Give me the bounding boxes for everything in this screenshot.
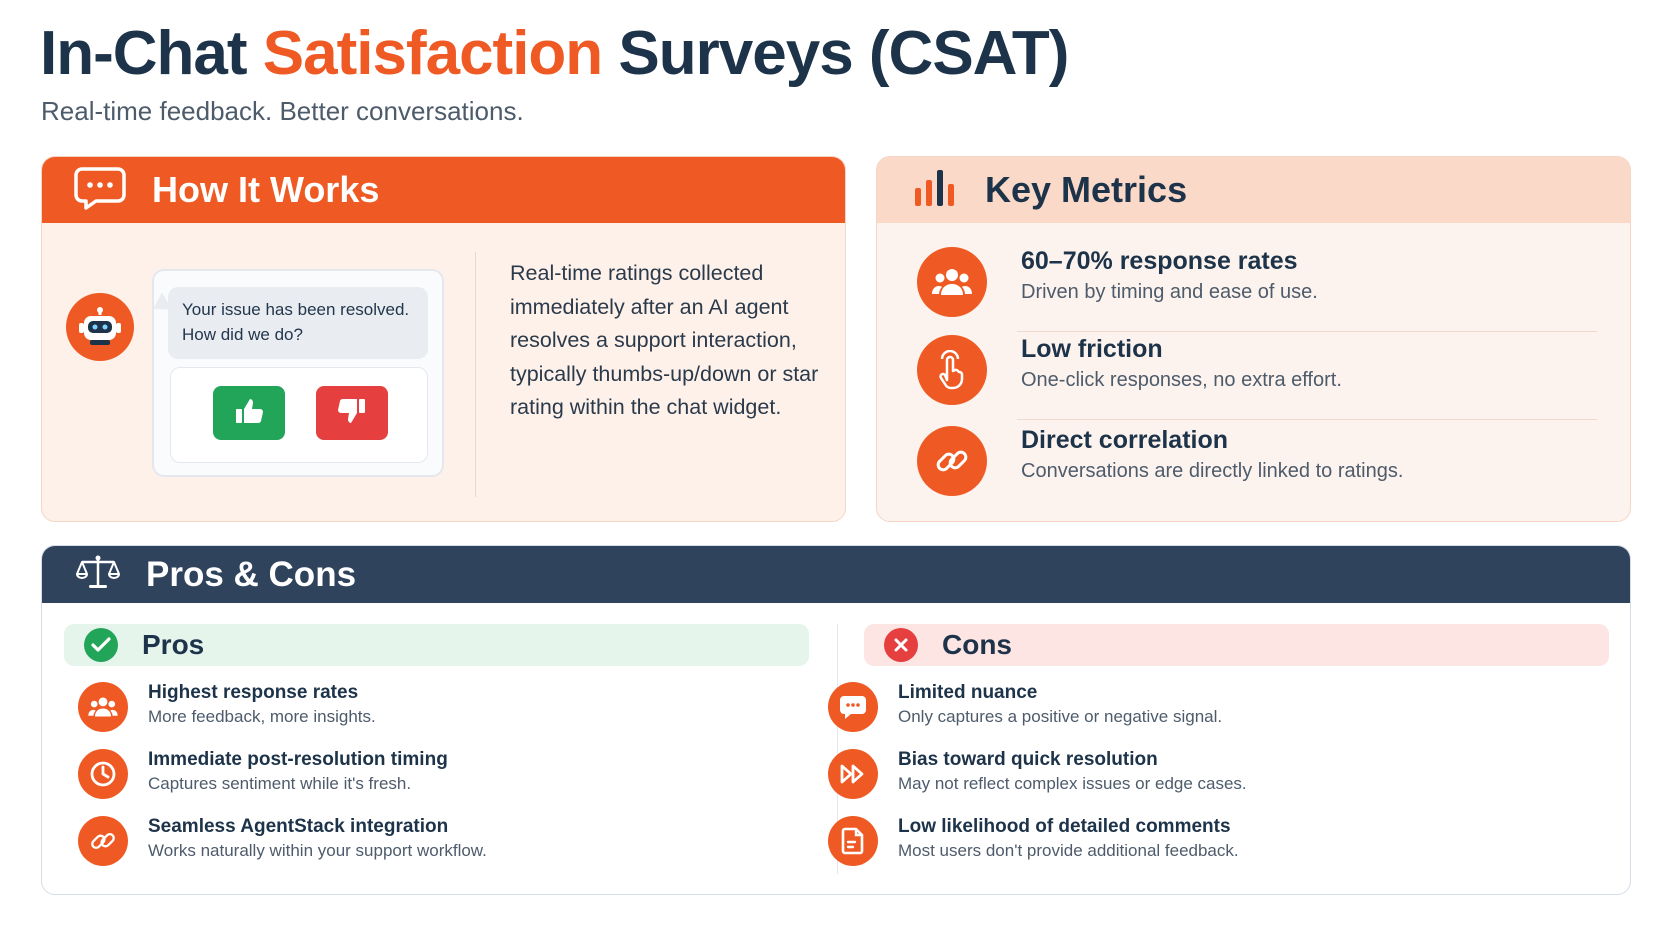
tap-hand-icon (917, 335, 987, 405)
pros-cons-title: Pros & Cons (146, 554, 357, 594)
how-it-works-header: How It Works (42, 157, 845, 223)
chat-message-bubble: Your issue has been resolved. How did we… (168, 287, 428, 359)
robot-avatar-icon (66, 293, 134, 361)
users-icon (917, 247, 987, 317)
pros-item-desc: Works naturally within your support work… (148, 841, 487, 860)
cons-item: Low likelihood of detailed comments Most… (828, 816, 1528, 876)
metric-desc: Conversations are directly linked to rat… (1021, 460, 1404, 482)
metric-title: 60–70% response rates (1021, 247, 1298, 275)
balance-scale-icon (76, 554, 120, 595)
metric-divider (1017, 419, 1597, 420)
key-metrics-card: Key Metrics 60–70% response rates Driven… (876, 156, 1631, 522)
metric-item: Low friction One-click responses, no ext… (917, 331, 1597, 421)
title-part2: Surveys (CSAT) (602, 19, 1069, 88)
how-it-works-card: How It Works Your issue has been resolve… (41, 156, 846, 522)
bar-chart-icon (913, 168, 957, 213)
cons-item-title: Bias toward quick resolution (898, 749, 1158, 770)
metric-item: 60–70% response rates Driven by timing a… (917, 243, 1597, 333)
page-title: In-Chat Satisfaction Surveys (CSAT) (40, 18, 1069, 89)
thumbs-down-icon (337, 397, 367, 430)
key-metrics-title: Key Metrics (985, 169, 1188, 210)
pros-cons-header: Pros & Cons (42, 546, 1630, 603)
cons-item-desc: Most users don't provide additional feed… (898, 841, 1239, 860)
pros-cons-card: Pros & Cons Pros Highest response rates … (41, 545, 1631, 895)
chat-bubble-icon (74, 166, 126, 215)
how-it-works-title: How It Works (152, 169, 380, 210)
fast-forward-icon (828, 749, 878, 799)
thumbs-up-icon (234, 397, 264, 430)
pros-item-title: Immediate post-resolution timing (148, 749, 448, 770)
key-metrics-header: Key Metrics (877, 157, 1630, 223)
title-part1: In-Chat (40, 19, 263, 88)
cons-item-title: Limited nuance (898, 682, 1038, 703)
pros-item-desc: Captures sentiment while it's fresh. (148, 774, 412, 793)
cons-item: Bias toward quick resolution May not ref… (828, 749, 1528, 809)
pros-item-desc: More feedback, more insights. (148, 707, 376, 726)
thumbs-down-button[interactable] (316, 386, 388, 440)
cons-item-title: Low likelihood of detailed comments (898, 816, 1231, 837)
link-icon (917, 426, 987, 496)
document-icon (828, 816, 878, 866)
pros-item-title: Seamless AgentStack integration (148, 816, 449, 837)
cons-header: Cons (864, 624, 1609, 666)
metric-desc: One-click responses, no extra effort. (1021, 369, 1342, 391)
cons-title: Cons (942, 629, 1012, 660)
pros-header: Pros (64, 624, 809, 666)
cons-item-desc: Only captures a positive or negative sig… (898, 707, 1223, 726)
thumbs-up-button[interactable] (213, 386, 285, 440)
pros-item: Seamless AgentStack integration Works na… (78, 816, 778, 876)
pros-item: Immediate post-resolution timing Capture… (78, 749, 778, 809)
metric-title: Direct correlation (1021, 426, 1229, 454)
how-divider (475, 252, 476, 497)
chat-icon (828, 682, 878, 732)
pros-item: Highest response rates More feedback, mo… (78, 682, 778, 742)
metric-title: Low friction (1021, 335, 1163, 363)
clock-icon (78, 749, 128, 799)
cons-item-desc: May not reflect complex issues or edge c… (898, 774, 1247, 793)
how-it-works-description: Real-time ratings collected immediately … (510, 261, 819, 419)
pros-title: Pros (142, 629, 205, 660)
x-icon (884, 628, 918, 662)
users-icon (78, 682, 128, 732)
link-icon (78, 816, 128, 866)
page-subtitle: Real-time feedback. Better conversations… (41, 96, 524, 126)
metric-divider (1017, 331, 1597, 332)
title-accent: Satisfaction (262, 19, 603, 88)
check-icon (84, 628, 118, 662)
pros-item-title: Highest response rates (148, 682, 359, 703)
vote-buttons-box (170, 367, 428, 463)
metric-desc: Driven by timing and ease of use. (1021, 281, 1318, 303)
metric-item: Direct correlation Conversations are dir… (917, 422, 1597, 512)
cons-item: Limited nuance Only captures a positive … (828, 682, 1528, 742)
pros-cons-divider (837, 624, 838, 874)
